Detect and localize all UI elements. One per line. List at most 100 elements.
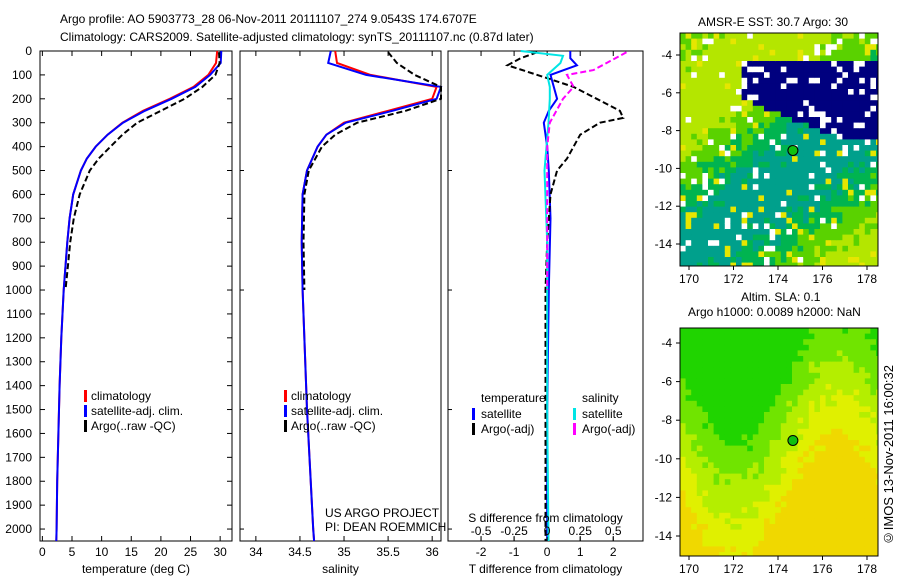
map-cell xyxy=(713,133,720,140)
map-cell xyxy=(814,189,821,196)
map-cell xyxy=(685,217,692,224)
map-cell xyxy=(702,49,709,56)
map-cell xyxy=(792,111,799,118)
map-cell xyxy=(680,406,687,413)
map-cell xyxy=(836,240,843,247)
map-cell xyxy=(680,234,687,241)
map-cell xyxy=(870,189,877,196)
map-cell xyxy=(691,212,698,219)
map-cell xyxy=(870,412,877,419)
map-cell xyxy=(831,400,838,407)
map-cell xyxy=(876,451,878,458)
map-cell xyxy=(820,100,827,107)
map-cell xyxy=(780,484,787,491)
map-cell xyxy=(870,49,877,56)
map-cell xyxy=(792,496,799,503)
map-cell xyxy=(808,484,815,491)
map-cell xyxy=(741,423,748,430)
map-cell xyxy=(685,456,692,463)
map-cell xyxy=(848,552,855,556)
map-cell xyxy=(853,44,860,51)
map-cell xyxy=(752,133,759,140)
map-cell xyxy=(820,178,827,185)
map-cell xyxy=(831,434,838,441)
map-cell xyxy=(864,501,871,508)
map-cell xyxy=(848,156,855,163)
map-cell xyxy=(680,240,687,247)
map-cell xyxy=(786,518,793,525)
map-cell xyxy=(825,344,832,351)
map-cell xyxy=(708,462,715,469)
map-cell xyxy=(808,229,815,236)
map-cell xyxy=(814,456,821,463)
map-cell xyxy=(736,423,743,430)
map-cell xyxy=(859,61,866,68)
map-cell xyxy=(758,189,765,196)
map-cell xyxy=(870,540,877,547)
map-cell xyxy=(842,417,849,424)
map-cell xyxy=(736,72,743,79)
map-cell xyxy=(764,546,771,553)
map-cell xyxy=(808,49,815,56)
map-cell xyxy=(764,100,771,107)
map-cell xyxy=(870,367,877,374)
map-cell xyxy=(859,423,866,430)
map-cell xyxy=(859,518,866,525)
map-cell xyxy=(702,161,709,168)
map-cell xyxy=(708,328,715,335)
map-cell xyxy=(808,356,815,363)
map-cell xyxy=(736,344,743,351)
map-cell xyxy=(691,161,698,168)
map-cell xyxy=(780,167,787,174)
map-cell xyxy=(775,350,782,357)
map-cell xyxy=(719,468,726,475)
map-cell xyxy=(691,395,698,402)
map-cell xyxy=(786,133,793,140)
map-cell xyxy=(708,38,715,45)
map-cell xyxy=(820,406,827,413)
map-cell xyxy=(764,89,771,96)
map-cell xyxy=(747,257,754,264)
map-cell xyxy=(736,333,743,340)
map-cell xyxy=(876,344,878,351)
map-cell xyxy=(803,367,810,374)
map-cell xyxy=(803,328,810,335)
map-cell xyxy=(792,49,799,56)
map-cell xyxy=(775,201,782,208)
map-cell xyxy=(848,100,855,107)
map-cell xyxy=(864,184,871,191)
map-cell xyxy=(719,49,726,56)
map-cell xyxy=(842,552,849,556)
map-cell xyxy=(792,195,799,202)
map-cell xyxy=(708,83,715,90)
map-cell xyxy=(691,240,698,247)
map-cell xyxy=(842,512,849,519)
map-cell xyxy=(808,150,815,157)
map-cell xyxy=(842,328,849,335)
map-cell xyxy=(814,83,821,90)
map-cell xyxy=(730,350,737,357)
map-cell xyxy=(814,524,821,531)
map-cell xyxy=(708,139,715,146)
map-cell xyxy=(864,117,871,124)
map-cell xyxy=(870,361,877,368)
map-cell xyxy=(713,44,720,51)
map-cell xyxy=(685,212,692,219)
map-cell xyxy=(836,83,843,90)
map-cell xyxy=(792,234,799,241)
map-cell xyxy=(713,206,720,213)
map-cell xyxy=(764,61,771,68)
map-cell xyxy=(803,395,810,402)
map-cell xyxy=(808,167,815,174)
map-cell xyxy=(859,434,866,441)
map-cell xyxy=(808,245,815,252)
map-cell xyxy=(736,462,743,469)
map-cell xyxy=(696,512,703,519)
map-cell xyxy=(724,72,731,79)
map-cell xyxy=(724,434,731,441)
map-cell xyxy=(680,400,687,407)
map-cell xyxy=(814,529,821,536)
map-cell xyxy=(724,524,731,531)
map-cell xyxy=(808,384,815,391)
map-cell xyxy=(808,529,815,536)
